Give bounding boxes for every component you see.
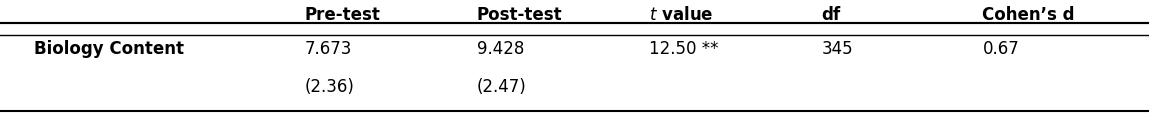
Text: $t$ value: $t$ value — [649, 6, 714, 24]
Text: Post-test: Post-test — [477, 6, 563, 24]
Text: 9.428: 9.428 — [477, 40, 524, 58]
Text: 345: 345 — [822, 40, 854, 58]
Text: Biology Content: Biology Content — [34, 40, 185, 58]
Text: Cohen’s d: Cohen’s d — [982, 6, 1075, 24]
Text: 7.673: 7.673 — [304, 40, 352, 58]
Text: 12.50 **: 12.50 ** — [649, 40, 718, 58]
Text: df: df — [822, 6, 841, 24]
Text: Pre-test: Pre-test — [304, 6, 380, 24]
Text: (2.47): (2.47) — [477, 78, 526, 96]
Text: (2.36): (2.36) — [304, 78, 354, 96]
Text: 0.67: 0.67 — [982, 40, 1019, 58]
